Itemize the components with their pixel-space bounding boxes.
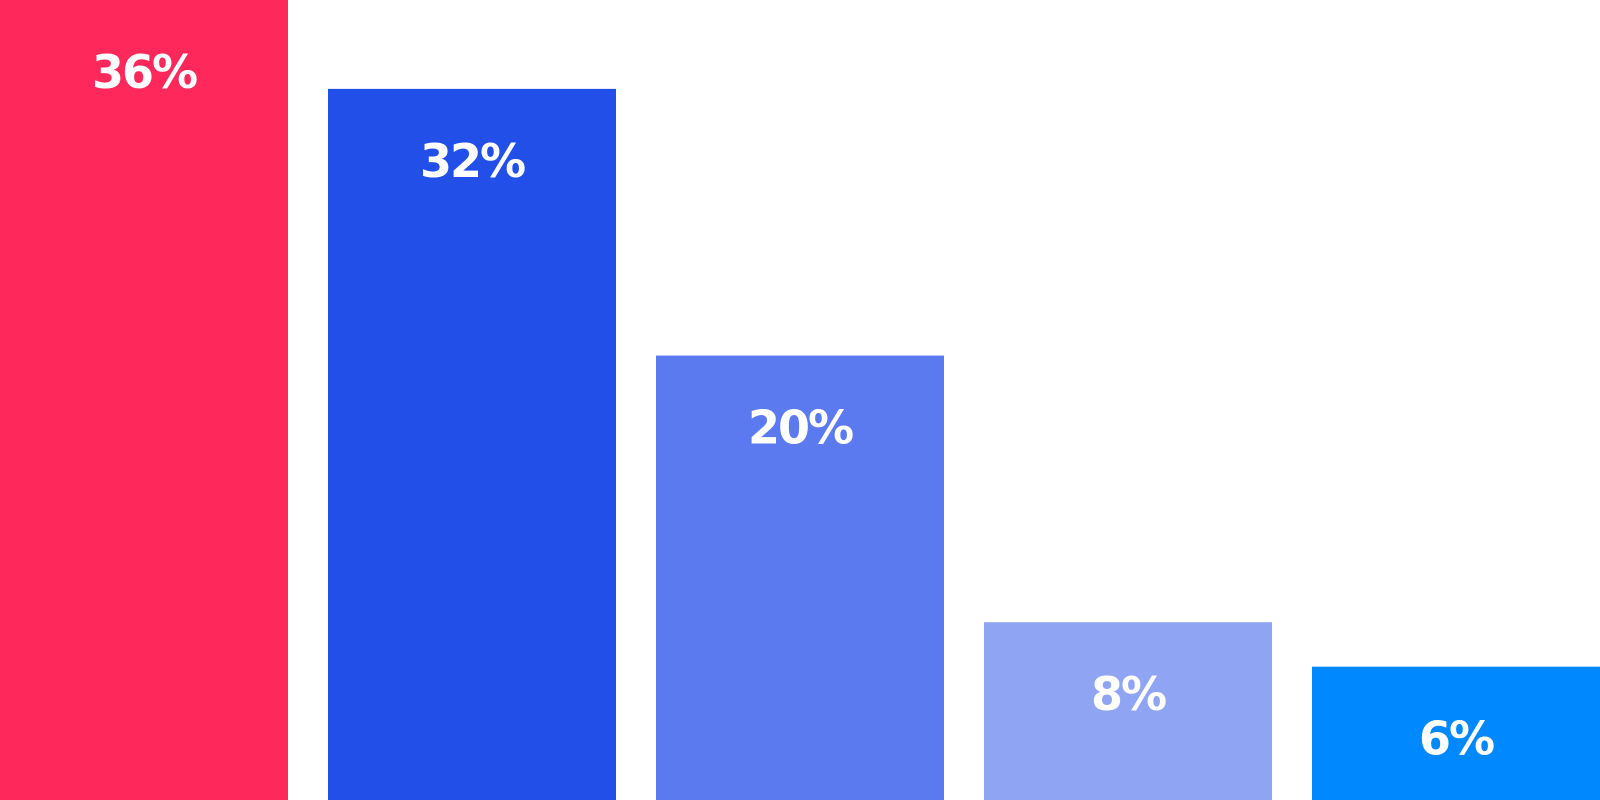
bar-value-label-3: 20% [748, 401, 853, 455]
bar-2 [328, 88, 616, 800]
bar-3 [656, 355, 944, 800]
labels-group: 36% 32% 20% 8% 6% [92, 45, 1496, 766]
bar-value-label-1: 36% [92, 45, 197, 99]
bar-value-label-4: 8% [1091, 667, 1166, 721]
bar-4 [984, 622, 1272, 800]
bar-5 [1312, 666, 1600, 800]
bar-value-label-2: 32% [420, 134, 525, 188]
bar-value-label-5: 6% [1419, 712, 1494, 766]
bar-1 [0, 0, 288, 800]
